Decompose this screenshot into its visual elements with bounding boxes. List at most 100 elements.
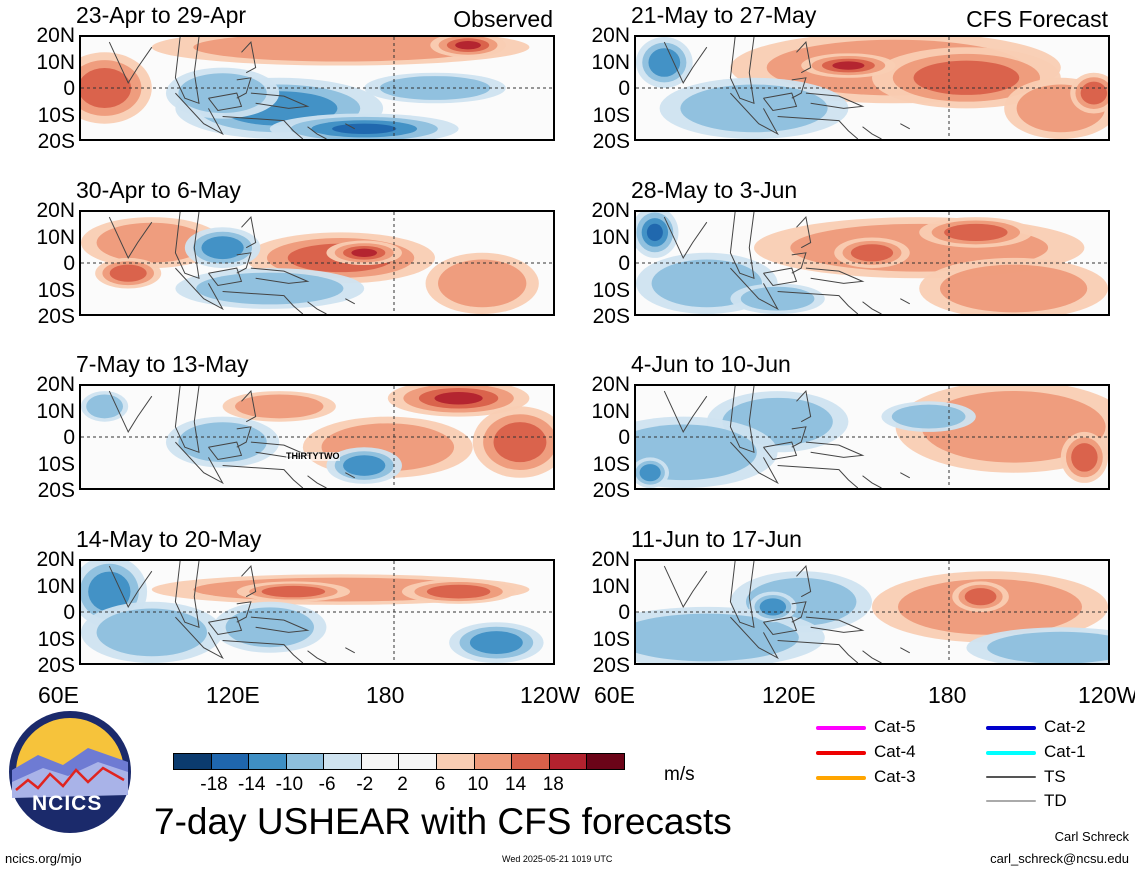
shading-blob (235, 394, 324, 419)
coastline (222, 116, 304, 139)
legend-swatch-cat-4 (816, 751, 866, 755)
coastline (729, 37, 755, 105)
coastline (208, 616, 243, 635)
panel-2-lat-label: 10S (37, 278, 75, 302)
coastline (796, 390, 812, 423)
footer-email[interactable]: carl_schreck@ncsu.edu (990, 851, 1129, 866)
coastline (862, 650, 882, 663)
shading-blob (939, 264, 1088, 313)
legend-swatch-cat-3 (816, 776, 866, 780)
coastline (108, 216, 153, 259)
shading-blob (987, 631, 1108, 663)
panel-8-lat-label: 10N (591, 574, 630, 598)
coastline (729, 561, 755, 629)
panel-8-map (634, 559, 1110, 665)
colorbar-tick-label: 6 (434, 774, 446, 795)
shading-blob (832, 61, 865, 70)
shading-blob (944, 223, 1008, 241)
colorbar-swatch (473, 754, 512, 769)
panel-1-lat-label: 20N (36, 24, 75, 47)
panel-3-lat-label: 0 (63, 426, 75, 449)
coastline (208, 267, 243, 286)
coastline (796, 216, 812, 249)
coastline (730, 267, 779, 311)
coastline (307, 650, 327, 663)
colorbar-swatch (285, 754, 324, 769)
panel-5-map (634, 35, 1110, 141)
panel-4-title: 14-May to 20-May (76, 526, 262, 552)
panel-1-lat-label: 10N (36, 50, 75, 74)
panel-6-lat-label: 10N (591, 225, 630, 249)
colorbar-tick-label: -18 (200, 774, 228, 795)
panel-4-map (79, 559, 555, 665)
shading-blob (648, 48, 681, 77)
panel-1-map (79, 35, 555, 141)
panel-3-lat-label: 10S (37, 452, 75, 476)
coastline (345, 298, 355, 305)
shading-blob (759, 598, 787, 616)
colorbar-swatch (511, 754, 549, 769)
panel-1-lat-label: 0 (63, 77, 75, 100)
shading-blob (964, 588, 997, 606)
panel-2-lat-label: 10N (36, 225, 75, 249)
colorbar-swatch (210, 754, 249, 769)
legend-label: Cat-2 (1044, 717, 1086, 736)
legend-label: Cat-1 (1044, 742, 1086, 761)
coastline (763, 267, 798, 286)
shading-blob (178, 73, 267, 113)
panel-8-lat-label: 10S (592, 627, 630, 651)
colorbar-tick-label: -10 (275, 774, 304, 795)
coastline (900, 472, 910, 479)
panel-3-title: 7-May to 13-May (76, 351, 249, 377)
footer-url[interactable]: ncics.org/mjo (5, 851, 82, 866)
coastline (730, 616, 779, 660)
legend-swatch-cat-5 (816, 726, 866, 730)
coastline (777, 640, 859, 663)
coastline (729, 386, 755, 454)
panel-7-lat-label: 10N (591, 399, 630, 423)
coastline (345, 123, 355, 130)
coastline (208, 441, 243, 460)
panel-6-lat-label: 20S (592, 305, 630, 328)
lon-label-left: 120W (520, 682, 581, 708)
shading-blob (1080, 81, 1108, 105)
coastline (222, 465, 304, 488)
coastline (345, 472, 355, 479)
panel-5-title: 21-May to 27-May (631, 2, 817, 28)
main-title: 7-day USHEAR with CFS forecasts (154, 801, 732, 842)
coastline (307, 301, 327, 314)
panel-4-lat-label: 20N (36, 548, 75, 571)
colorbar-tick-label: -14 (237, 774, 266, 795)
panel-6-lat-label: 10S (592, 278, 630, 302)
panel-1-title: 23-Apr to 29-Apr (76, 2, 247, 28)
panel-7-title: 4-Jun to 10-Jun (631, 351, 791, 377)
panel-5-lat-label: 10N (591, 50, 630, 74)
coastline (900, 123, 910, 130)
shading-blob (469, 631, 523, 655)
panel-8-lat-label: 20S (592, 654, 630, 677)
coastline (175, 441, 224, 485)
coastline (208, 92, 243, 111)
panel-8-title: 11-Jun to 17-Jun (631, 526, 802, 552)
coastline (174, 212, 200, 280)
coastline (236, 77, 252, 99)
coastline (730, 92, 779, 136)
panel-6-title: 28-May to 3-Jun (631, 177, 798, 203)
lon-label-left: 180 (366, 682, 405, 708)
colorbar-swatch (548, 754, 587, 769)
shading-blob (109, 264, 147, 282)
coastline (307, 126, 327, 139)
coastline (236, 601, 252, 623)
panel-8-lat-label: 0 (618, 601, 630, 624)
colorbar-tick-label: -2 (356, 774, 374, 795)
coastline (222, 640, 304, 663)
coastline (900, 298, 910, 305)
shading-blob (680, 84, 828, 133)
shading-blob (434, 391, 483, 405)
coastline (663, 41, 708, 84)
panel-1-lat-label: 20S (37, 130, 75, 153)
coastline (796, 565, 812, 598)
shading-blob (438, 259, 527, 308)
coastline (791, 77, 807, 99)
panel-6-field (636, 212, 1108, 314)
